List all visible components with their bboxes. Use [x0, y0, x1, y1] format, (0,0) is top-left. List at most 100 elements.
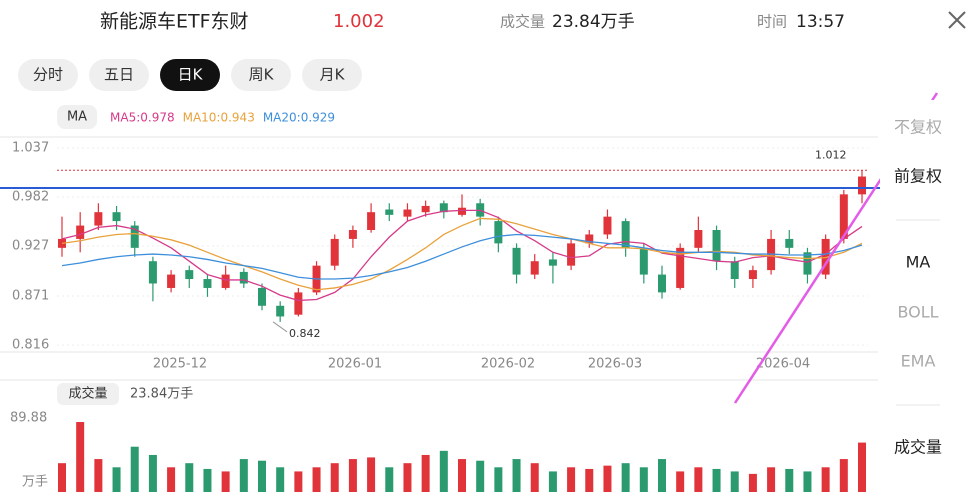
candle-body [730, 261, 739, 280]
volume-bar [803, 471, 812, 492]
side-menu-item[interactable]: BOLL [897, 303, 938, 322]
candle-body [658, 274, 666, 293]
side-menu-item[interactable]: EMA [901, 352, 936, 371]
candle-body [821, 238, 830, 275]
candle-body [258, 287, 266, 306]
candle-body [603, 216, 612, 235]
candle-body [512, 247, 521, 275]
tab-label: 五日 [104, 66, 134, 84]
candle-body [221, 274, 230, 288]
tab[interactable] [231, 59, 291, 91]
volume-bar [458, 459, 466, 492]
candle-body [294, 292, 303, 315]
candle-body [94, 212, 103, 226]
volume-bar [221, 471, 230, 492]
candle-body [621, 221, 630, 248]
ma-button-label: MA [67, 110, 87, 125]
ma-button[interactable] [57, 105, 97, 129]
x-tick-label: 2025-12 [153, 357, 207, 372]
tab-label: 周K [249, 66, 275, 84]
candle-body [839, 194, 848, 239]
candle-body [458, 207, 466, 215]
ma-legend: MA10:0.943 [183, 111, 255, 125]
side-menu-item[interactable]: 不复权 [894, 118, 942, 137]
volume-label: 成交量 [500, 13, 545, 31]
volume-bar [621, 463, 630, 492]
candle-body [676, 247, 685, 288]
volume-bar [203, 468, 212, 492]
low-pointer [272, 321, 288, 333]
volume-bar [603, 465, 612, 492]
body-bg [0, 47, 975, 500]
y-tick-label: 0.871 [12, 288, 49, 303]
candle-body [203, 279, 212, 288]
tab[interactable] [18, 59, 78, 91]
volume-bar [512, 459, 521, 492]
candle-body [148, 261, 157, 284]
ma-legend: MA5:0.978 [110, 111, 175, 125]
candle-body [239, 271, 248, 284]
candle-body [167, 274, 176, 288]
volume-bar [185, 463, 194, 492]
candle-body [76, 225, 85, 239]
close-button[interactable] [948, 11, 966, 29]
volume-bar [821, 467, 830, 492]
candle-body [803, 252, 812, 275]
volume-bar [585, 468, 594, 492]
volume-bar [348, 459, 357, 492]
volume-bar [567, 467, 576, 492]
candle-body [494, 221, 503, 244]
tab[interactable] [160, 59, 220, 91]
candle-body [421, 205, 430, 213]
candle-body [112, 212, 121, 222]
candle-body [748, 270, 757, 280]
candle-body [567, 243, 576, 266]
volume-button[interactable] [57, 383, 119, 405]
time: 13:57 [796, 12, 845, 32]
volume-bar [112, 467, 121, 492]
volume-bar [639, 467, 648, 492]
candle-body [130, 225, 139, 248]
side-panel [880, 100, 975, 500]
volume-bar [548, 471, 557, 492]
volume-tick-label: 89.88 [10, 411, 47, 426]
volume-bar [330, 463, 339, 492]
tab-label: 分时 [33, 66, 63, 84]
volume-bar [276, 467, 285, 492]
side-menu-item[interactable]: 成交量 [894, 438, 942, 457]
candle-body [530, 261, 539, 275]
tab[interactable] [89, 59, 149, 91]
y-tick-label: 0.982 [12, 190, 49, 205]
volume-bar [312, 467, 321, 492]
tab-label: 月K [320, 66, 346, 84]
tab-label: 日K [178, 66, 204, 84]
time-label: 时间 [757, 13, 787, 31]
tab[interactable] [302, 59, 362, 91]
volume-bar [130, 446, 139, 492]
volume-bar [858, 442, 866, 492]
volume-bar [294, 471, 303, 492]
x-tick-label: 2026-02 [481, 357, 535, 372]
candle-body [276, 305, 285, 317]
volume-bar [676, 471, 685, 492]
volume-bar [421, 454, 430, 492]
candle-body [548, 259, 557, 266]
volume-bar [694, 467, 703, 492]
volume-bar [94, 459, 103, 492]
candle-body [585, 234, 594, 244]
candle-body [858, 176, 866, 195]
volume-bar [748, 473, 757, 492]
high-label: 1.012 [815, 148, 847, 161]
volume-bar [730, 471, 739, 492]
volume-bar [58, 463, 66, 492]
header-bg [0, 0, 975, 47]
stock-name: 新能源车ETF东财 [100, 11, 249, 33]
side-menu-item[interactable]: MA [906, 253, 931, 272]
volume-bar [76, 422, 85, 492]
x-tick-label: 2026-01 [328, 357, 382, 372]
y-tick-label: 0.927 [12, 239, 49, 254]
side-menu-item[interactable]: 前复权 [894, 167, 942, 186]
volume-bar [767, 467, 776, 492]
